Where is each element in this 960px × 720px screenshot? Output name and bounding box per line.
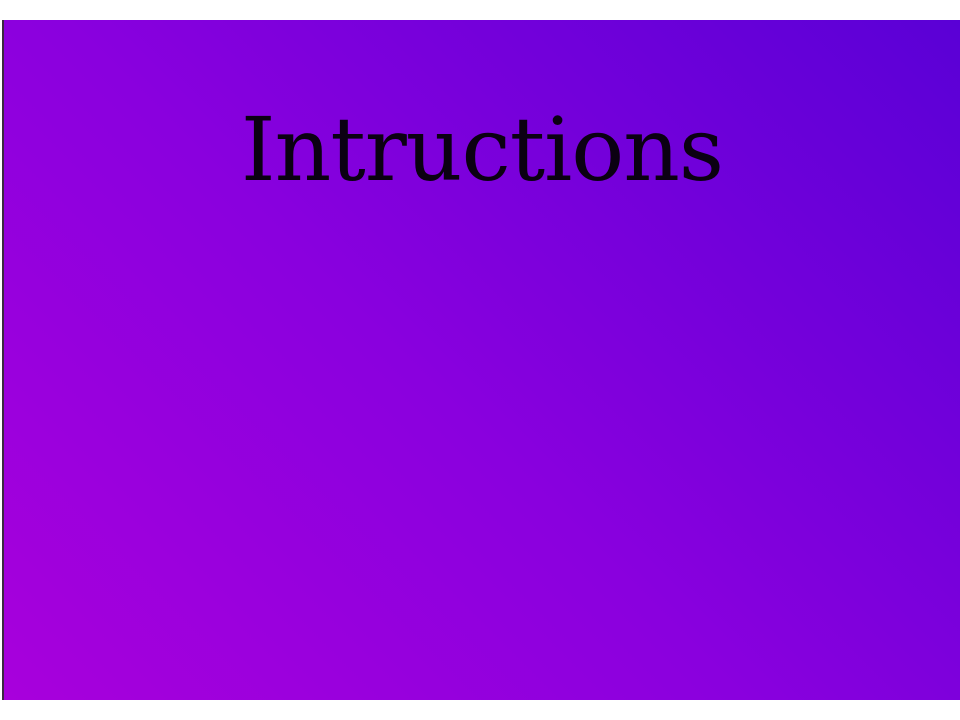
page-title: Intructions xyxy=(240,98,724,201)
instructions-screen: Intructions xyxy=(2,20,960,700)
